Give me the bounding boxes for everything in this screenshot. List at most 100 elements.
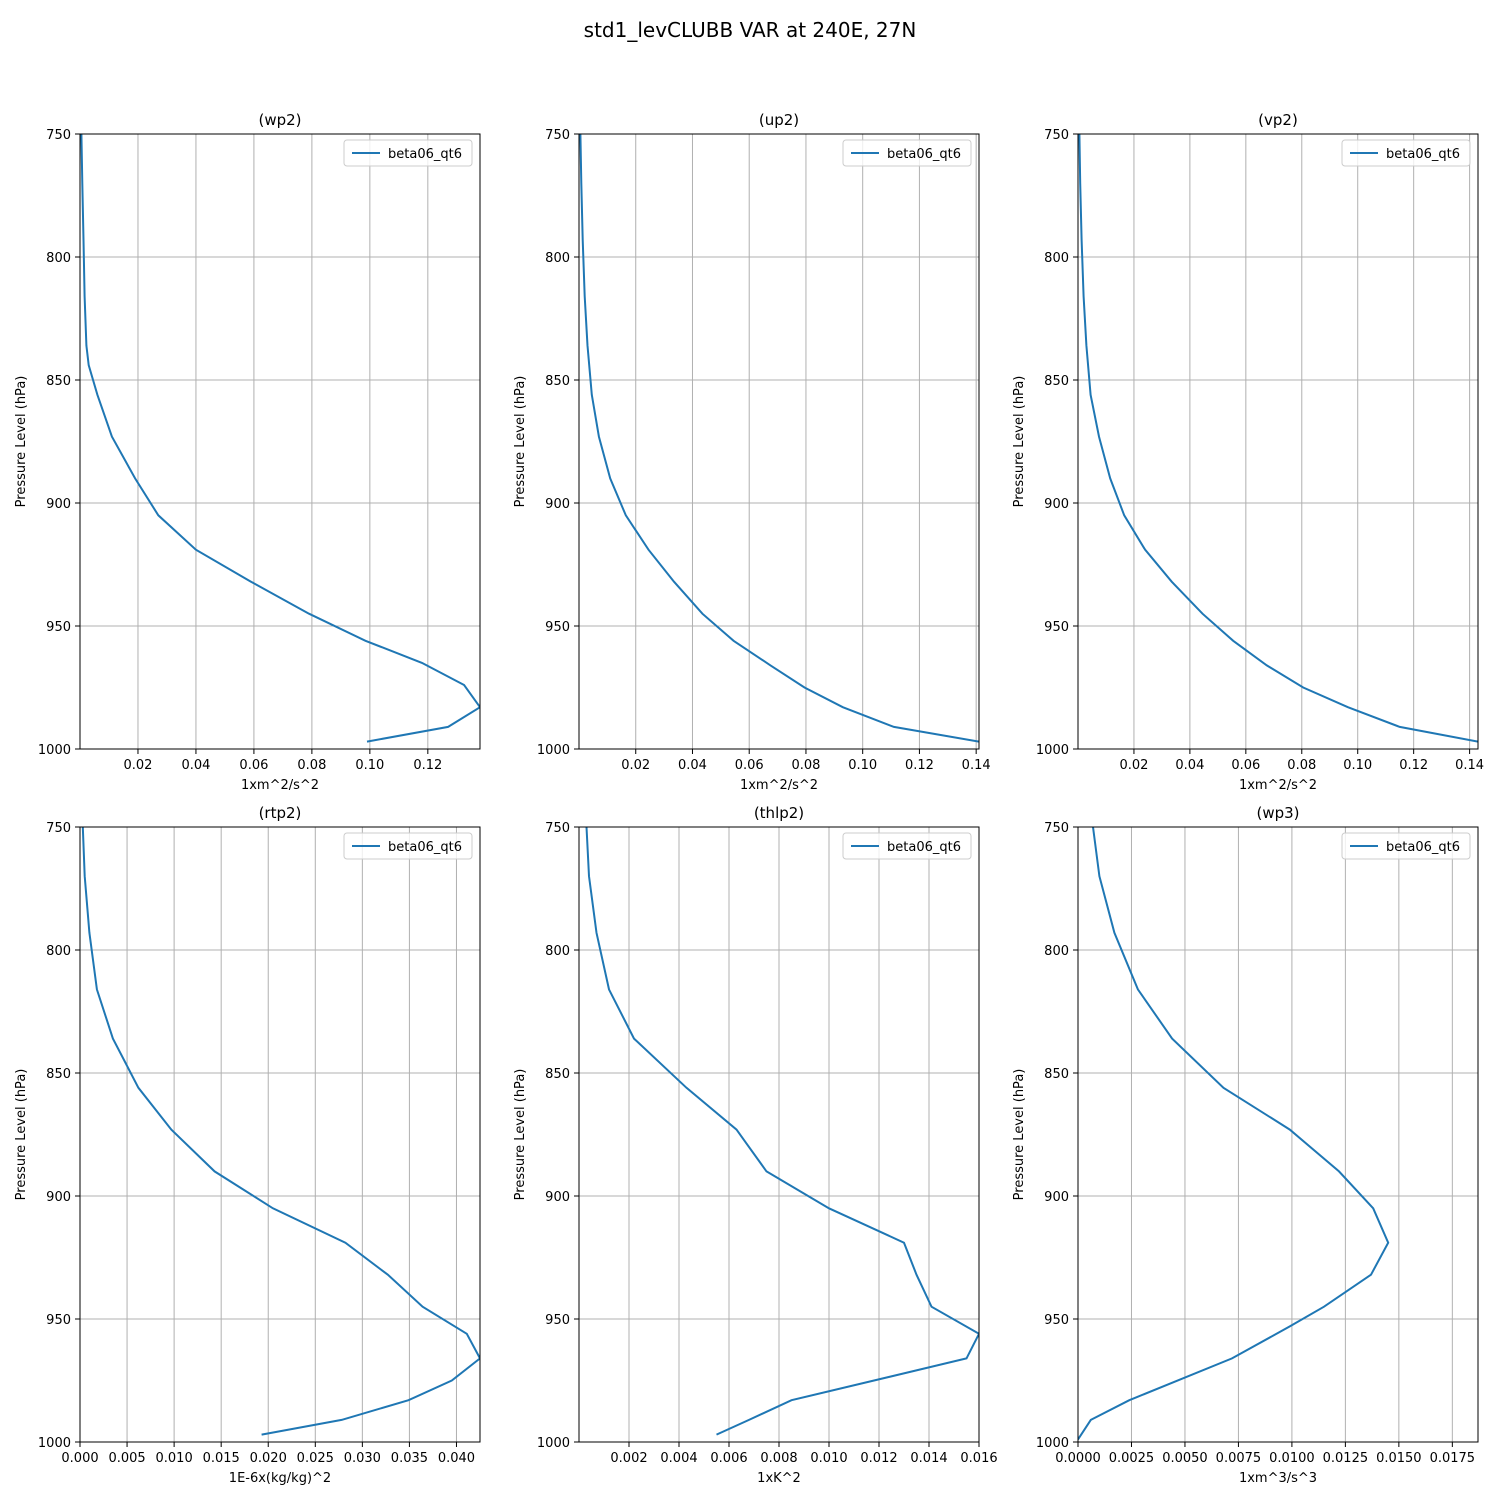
y-tick-label: 900 xyxy=(1044,497,1069,512)
legend-label: beta06_qt6 xyxy=(887,147,961,162)
series-line xyxy=(1078,827,1390,1441)
panel-title: (thlp2) xyxy=(754,804,804,822)
x-tick-label: 0.0100 xyxy=(1269,1451,1315,1466)
series-line xyxy=(81,827,480,1436)
axes-frame xyxy=(578,133,980,750)
subplot-vp2: 0.02 0.04 0.06 0.08 0.10 0.12 0.14 750 800 850 900… xyxy=(1012,111,1484,793)
x-tick-label: 0.0025 xyxy=(1109,1451,1155,1466)
x-tick-label: 0.08 xyxy=(791,758,820,773)
y-tick-label: 950 xyxy=(1044,620,1069,635)
x-tick-label: 0.0175 xyxy=(1430,1451,1476,1466)
y-tick-label: 950 xyxy=(545,620,570,635)
subplot-grid: 0.02 0.04 0.06 0.08 0.10 0.12 750 800 850 900 950 1… xyxy=(14,111,1484,1486)
x-tick-label: 0.14 xyxy=(962,758,991,773)
y-tick-label: 900 xyxy=(46,1190,71,1205)
x-tick-label: 0.010 xyxy=(810,1451,847,1466)
x-tick-label: 0.0075 xyxy=(1216,1451,1262,1466)
axes-frame xyxy=(1077,133,1479,750)
x-axis-label: 1xm^3/s^3 xyxy=(1239,1471,1317,1486)
y-tick-label: 750 xyxy=(46,128,71,143)
y-tick-label: 900 xyxy=(1044,1190,1069,1205)
x-tick-label: 0.0050 xyxy=(1162,1451,1208,1466)
y-tick-label: 750 xyxy=(46,821,71,836)
y-tick-label: 850 xyxy=(1044,1067,1069,1082)
y-tick-label: 850 xyxy=(1044,374,1069,389)
y-tick-label: 750 xyxy=(1044,128,1069,143)
y-axis-label: Pressure Level (hPa) xyxy=(1012,376,1027,508)
panel-title: (rtp2) xyxy=(259,804,302,822)
y-tick-label: 800 xyxy=(1044,251,1069,266)
y-tick-label: 800 xyxy=(46,944,71,959)
series-line xyxy=(80,134,480,743)
x-tick-label: 0.10 xyxy=(1343,758,1372,773)
subplot-wp2: 0.02 0.04 0.06 0.08 0.10 0.12 750 800 850 900 950 1… xyxy=(14,111,481,793)
x-tick-label: 0.08 xyxy=(1287,758,1316,773)
x-tick-label: 0.000 xyxy=(61,1451,98,1466)
panel-title: (vp2) xyxy=(1258,111,1298,129)
x-tick-label: 0.010 xyxy=(156,1451,193,1466)
legend-label: beta06_qt6 xyxy=(388,147,462,162)
x-tick-label: 0.10 xyxy=(355,758,384,773)
subplot-wp3: 0.0000 0.0025 0.0050 0.0075 0.0100 0.0125 0.01… xyxy=(1012,804,1479,1486)
x-tick-label: 0.02 xyxy=(621,758,650,773)
legend: beta06_qt6 xyxy=(343,832,473,860)
y-axis-label: Pressure Level (hPa) xyxy=(1012,1069,1027,1201)
x-tick-label: 0.0000 xyxy=(1055,1451,1101,1466)
x-tick-label: 0.08 xyxy=(297,758,326,773)
x-tick-label: 0.0150 xyxy=(1376,1451,1422,1466)
y-tick-label: 750 xyxy=(545,821,570,836)
y-tick-label: 800 xyxy=(545,944,570,959)
y-tick-label: 1000 xyxy=(537,743,570,758)
subplot-thlp2: 0.002 0.004 0.006 0.008 0.010 0.012 0.014 0.016… xyxy=(513,804,998,1486)
y-axis-label: Pressure Level (hPa) xyxy=(14,376,29,508)
x-tick-label: 0.10 xyxy=(848,758,877,773)
y-tick-label: 1000 xyxy=(1036,1436,1069,1451)
axes-frame xyxy=(1077,826,1479,1443)
x-tick-label: 0.02 xyxy=(123,758,152,773)
x-axis-label: 1xm^2/s^2 xyxy=(241,778,319,793)
x-tick-label: 0.030 xyxy=(344,1451,381,1466)
subplot-rtp2: 0.000 0.005 0.010 0.015 0.020 0.025 0.030 0.035… xyxy=(14,804,481,1486)
x-tick-label: 0.04 xyxy=(678,758,707,773)
y-tick-label: 850 xyxy=(46,374,71,389)
x-tick-label: 0.004 xyxy=(660,1451,697,1466)
legend: beta06_qt6 xyxy=(1341,832,1471,860)
x-axis-label: 1xm^2/s^2 xyxy=(740,778,818,793)
y-tick-label: 950 xyxy=(46,1313,71,1328)
y-axis-label: Pressure Level (hPa) xyxy=(513,376,528,508)
x-tick-label: 0.12 xyxy=(905,758,934,773)
series-line xyxy=(585,827,979,1436)
y-tick-label: 1000 xyxy=(1036,743,1069,758)
x-tick-label: 0.002 xyxy=(610,1451,647,1466)
x-tick-label: 0.12 xyxy=(1399,758,1428,773)
y-tick-label: 1000 xyxy=(537,1436,570,1451)
y-tick-label: 750 xyxy=(545,128,570,143)
x-tick-label: 0.014 xyxy=(910,1451,947,1466)
axes-frame xyxy=(79,826,481,1443)
legend-box xyxy=(842,832,972,860)
axes-frame xyxy=(79,133,481,750)
x-tick-label: 0.008 xyxy=(760,1451,797,1466)
figure-title: std1_levCLUBB VAR at 240E, 27N xyxy=(584,18,917,42)
y-tick-label: 850 xyxy=(545,1067,570,1082)
x-axis-label: 1E-6x(kg/kg)^2 xyxy=(229,1471,331,1486)
y-tick-label: 800 xyxy=(545,251,570,266)
x-tick-label: 0.14 xyxy=(1455,758,1484,773)
legend-box xyxy=(1341,832,1471,860)
y-tick-label: 1000 xyxy=(38,743,71,758)
y-tick-label: 800 xyxy=(46,251,71,266)
legend-box xyxy=(343,139,473,167)
x-tick-label: 0.035 xyxy=(391,1451,428,1466)
legend-box xyxy=(343,832,473,860)
y-tick-label: 950 xyxy=(46,620,71,635)
y-tick-label: 950 xyxy=(1044,1313,1069,1328)
x-tick-label: 0.020 xyxy=(250,1451,287,1466)
x-tick-label: 0.025 xyxy=(297,1451,334,1466)
legend: beta06_qt6 xyxy=(842,832,972,860)
panel-title: (wp2) xyxy=(258,111,301,129)
x-tick-label: 0.0125 xyxy=(1323,1451,1369,1466)
panel-title: (wp3) xyxy=(1256,804,1299,822)
x-tick-label: 0.12 xyxy=(413,758,442,773)
